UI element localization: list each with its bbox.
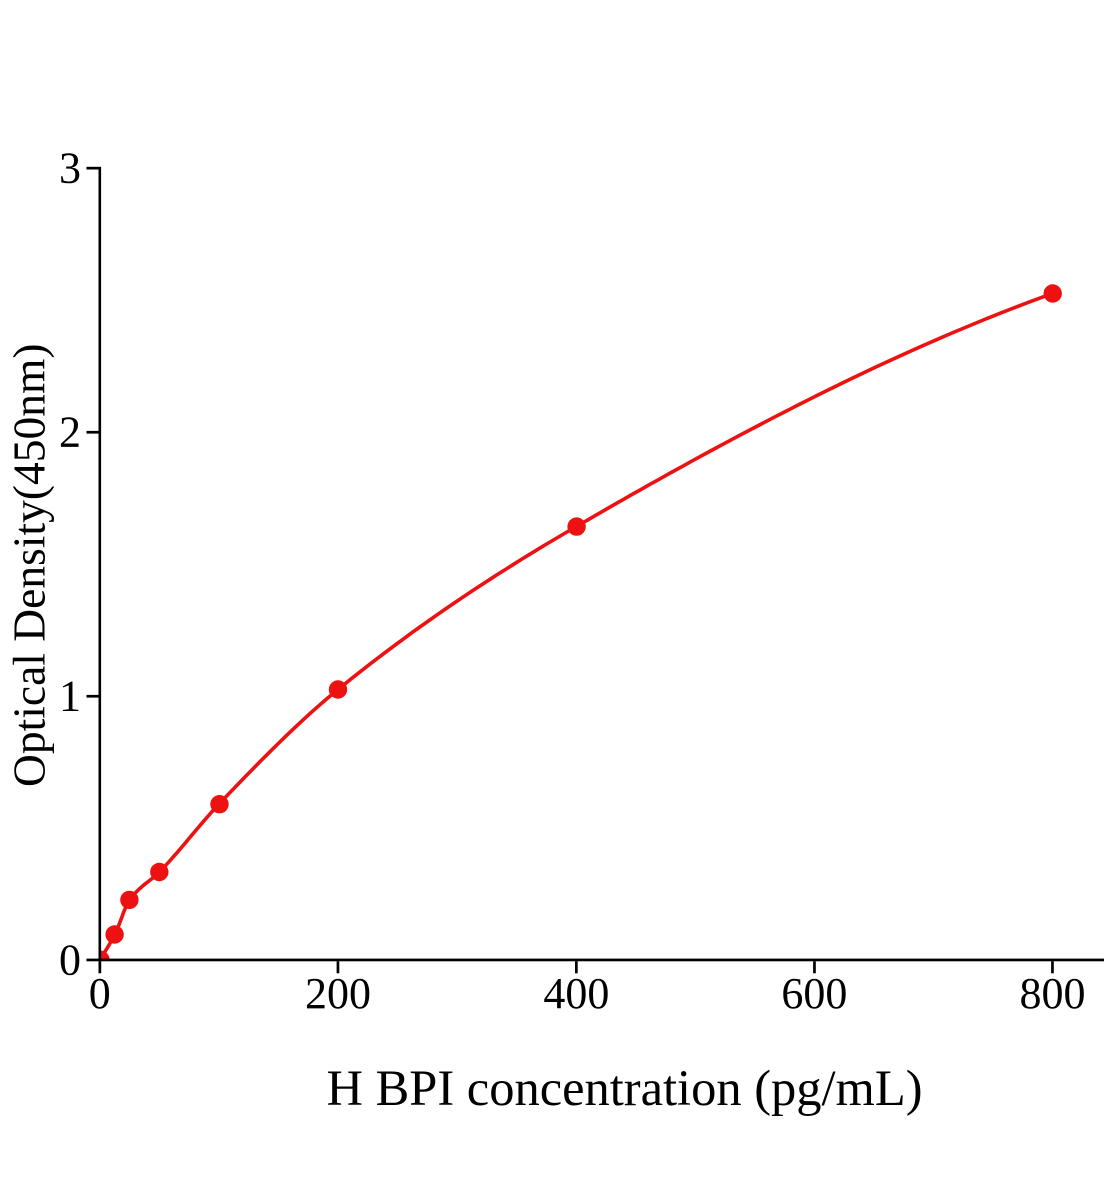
svg-text:2: 2 — [59, 408, 81, 457]
svg-text:Optical Density(450nm): Optical Density(450nm) — [4, 343, 55, 787]
svg-text:800: 800 — [1020, 969, 1086, 1018]
svg-text:1: 1 — [59, 672, 81, 721]
svg-text:0: 0 — [89, 969, 111, 1018]
svg-text:H BPI concentration (pg/mL): H BPI concentration (pg/mL) — [326, 1060, 922, 1116]
svg-text:3: 3 — [59, 144, 81, 193]
svg-text:0: 0 — [59, 936, 81, 985]
svg-text:200: 200 — [305, 969, 371, 1018]
svg-text:400: 400 — [543, 969, 609, 1018]
svg-text:600: 600 — [781, 969, 847, 1018]
